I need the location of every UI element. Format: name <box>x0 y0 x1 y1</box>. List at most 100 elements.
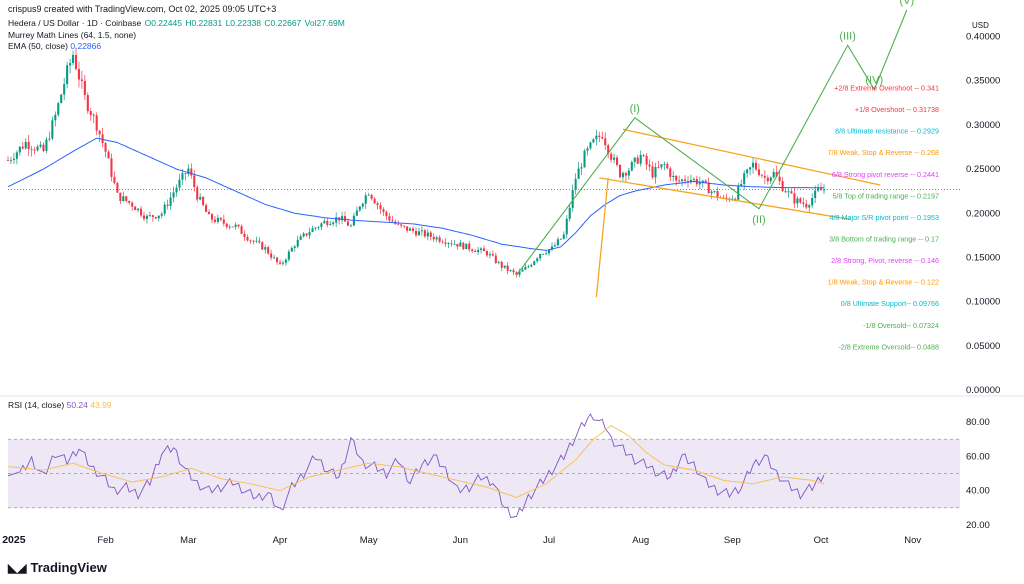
candle <box>290 247 293 252</box>
candle <box>296 239 299 247</box>
candle <box>299 236 302 240</box>
candle <box>302 233 305 237</box>
candle <box>252 240 255 242</box>
rsi-label: RSI (14, close) <box>8 400 65 410</box>
candle <box>562 234 565 239</box>
candle <box>616 157 619 165</box>
tradingview-logo-icon: ◣◢ <box>8 560 27 575</box>
candle <box>692 178 695 180</box>
candle <box>15 152 18 159</box>
candle <box>550 246 554 250</box>
candle <box>432 236 435 240</box>
candle <box>57 103 60 115</box>
candle <box>92 115 95 116</box>
time-axis-label: Jul <box>543 535 555 546</box>
candle <box>335 217 338 223</box>
candle <box>601 136 604 139</box>
candle <box>462 242 465 250</box>
candle <box>704 180 707 183</box>
symbol-legend[interactable]: Hedera / US Dollar · 1D · Coinbase O0.22… <box>8 18 345 28</box>
candle <box>329 224 332 226</box>
candle <box>66 65 69 85</box>
candle <box>781 181 784 192</box>
candle <box>145 215 148 219</box>
rsi-legend[interactable]: RSI (14, close) 50.24 43.99 <box>8 400 112 410</box>
candle <box>491 254 494 256</box>
murrey-level-label: 8/8 Ultimate resistance -- 0.2929 <box>835 127 939 136</box>
ema-legend[interactable]: EMA (50, close) 0.22866 <box>8 41 101 51</box>
candle <box>400 224 403 226</box>
candle <box>509 270 512 271</box>
candle <box>707 182 710 194</box>
candle <box>533 261 536 265</box>
candle <box>444 242 447 244</box>
candle <box>42 144 45 151</box>
candle <box>678 180 681 182</box>
candle <box>225 223 228 227</box>
candle <box>716 191 719 198</box>
candle <box>480 248 483 250</box>
candle <box>441 241 444 243</box>
created-with-line: crispus9 created with TradingView.com, O… <box>8 4 277 14</box>
candle <box>308 232 311 236</box>
ema-label: EMA (50, close) <box>8 41 68 51</box>
candle <box>219 217 222 220</box>
brand-name: TradingView <box>30 560 107 575</box>
candle <box>311 228 314 233</box>
brand[interactable]: ◣◢ TradingView <box>8 560 107 575</box>
candle <box>276 257 279 263</box>
candle <box>409 228 412 231</box>
candle <box>663 163 666 165</box>
candle <box>675 175 678 181</box>
candle <box>314 227 317 229</box>
elliott-wave-label: (II) <box>752 214 765 226</box>
candle <box>284 259 287 263</box>
candle <box>453 243 456 245</box>
candle <box>273 257 276 259</box>
candle <box>196 187 199 200</box>
candle <box>36 146 39 151</box>
candle <box>107 151 110 159</box>
candle <box>137 208 140 211</box>
candle <box>568 207 571 219</box>
candle <box>142 215 146 219</box>
rsi-ma-line <box>7 424 825 498</box>
candle <box>618 164 622 178</box>
candle <box>213 219 216 222</box>
candle <box>610 153 613 160</box>
candle <box>178 179 181 188</box>
candle <box>713 191 716 192</box>
candle <box>51 120 54 139</box>
candle <box>202 196 205 206</box>
candle <box>772 171 775 178</box>
murrey-level-label: 2/8 Strong, Pivot, reverse -- 0.146 <box>831 256 939 265</box>
candle <box>320 223 323 228</box>
time-axis-label: Sep <box>724 535 741 546</box>
candle <box>477 249 480 253</box>
candle <box>110 158 113 177</box>
symbol-title: Hedera / US Dollar · 1D · Coinbase <box>8 18 142 28</box>
candle <box>686 180 690 182</box>
candle <box>465 243 468 250</box>
candle <box>734 198 737 200</box>
candle <box>258 240 261 243</box>
murrey-legend[interactable]: Murrey Math Lines (64, 1.5, none) <box>8 30 137 40</box>
candle <box>27 141 30 150</box>
time-axis-label: Aug <box>632 535 649 546</box>
candle <box>344 216 347 222</box>
candle <box>684 179 687 181</box>
candle <box>364 195 367 204</box>
candle <box>471 249 474 252</box>
candle <box>793 193 796 204</box>
wedge-upper-line <box>622 128 881 186</box>
candle <box>184 173 187 175</box>
candle <box>281 262 284 264</box>
candle <box>503 265 506 268</box>
candle <box>645 155 648 165</box>
candle <box>151 215 154 218</box>
candle <box>456 243 459 247</box>
candle <box>506 265 509 271</box>
candle <box>474 251 477 253</box>
candle <box>689 179 692 182</box>
